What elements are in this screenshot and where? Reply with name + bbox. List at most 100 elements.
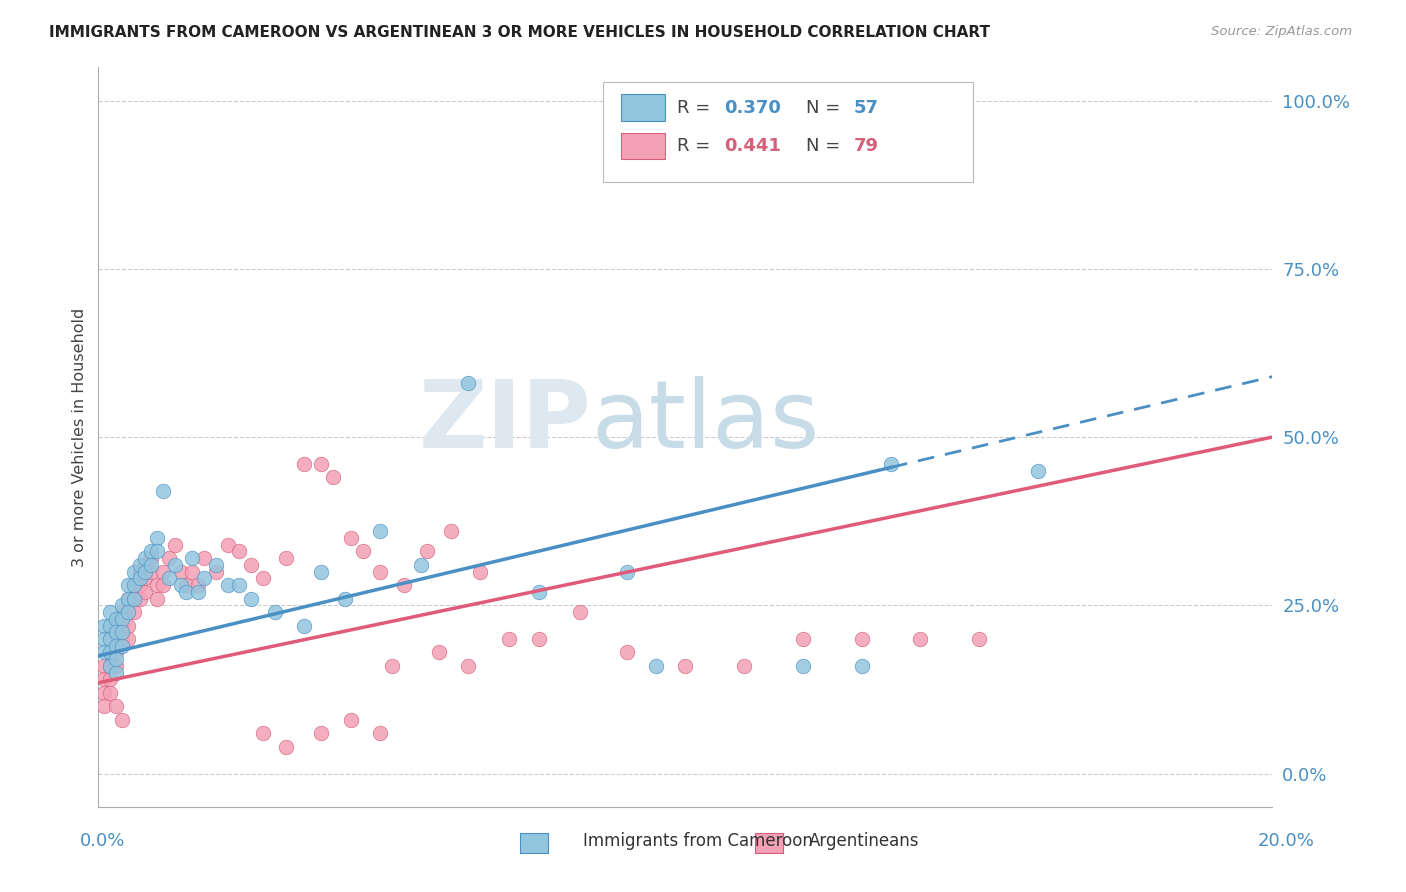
Point: [851, 632, 873, 646]
Text: N =: N =: [807, 99, 846, 117]
Point: [117, 591, 139, 606]
Point: [93, 699, 115, 714]
Point: [498, 632, 520, 646]
Point: [111, 612, 134, 626]
Point: [193, 551, 215, 566]
Text: IMMIGRANTS FROM CAMEROON VS ARGENTINEAN 3 OR MORE VEHICLES IN HOUSEHOLD CORRELAT: IMMIGRANTS FROM CAMEROON VS ARGENTINEAN …: [49, 25, 990, 40]
Point: [240, 558, 263, 572]
Point: [276, 551, 298, 566]
Point: [105, 652, 128, 666]
Point: [1026, 464, 1049, 478]
Point: [851, 659, 873, 673]
Point: [98, 659, 121, 673]
Point: [792, 632, 814, 646]
Point: [117, 578, 139, 592]
Point: [181, 565, 204, 579]
Point: [792, 161, 814, 175]
Text: R =: R =: [678, 137, 716, 155]
Point: [169, 565, 191, 579]
Point: [187, 585, 209, 599]
Point: [176, 578, 198, 592]
Text: ZIP: ZIP: [419, 376, 592, 468]
Point: [411, 558, 433, 572]
Text: R =: R =: [678, 99, 716, 117]
Point: [117, 591, 139, 606]
Point: [228, 544, 250, 558]
Point: [93, 618, 115, 632]
Point: [967, 632, 990, 646]
Text: atlas: atlas: [592, 376, 820, 468]
Point: [910, 632, 932, 646]
Point: [527, 585, 550, 599]
Point: [111, 713, 134, 727]
FancyBboxPatch shape: [621, 95, 665, 121]
Point: [381, 659, 404, 673]
Point: [122, 591, 145, 606]
Point: [457, 376, 479, 391]
Point: [263, 605, 285, 619]
Text: Argentineans: Argentineans: [808, 832, 920, 850]
Point: [240, 591, 263, 606]
Text: Source: ZipAtlas.com: Source: ZipAtlas.com: [1212, 25, 1353, 38]
Point: [122, 605, 145, 619]
Point: [368, 726, 391, 740]
Point: [252, 726, 274, 740]
Point: [105, 618, 128, 632]
Point: [105, 612, 128, 626]
Point: [98, 618, 121, 632]
Point: [111, 618, 134, 632]
Point: [93, 686, 115, 700]
Point: [111, 639, 134, 653]
Point: [98, 659, 121, 673]
Point: [141, 565, 163, 579]
Point: [311, 457, 333, 471]
FancyBboxPatch shape: [621, 133, 665, 160]
Point: [152, 483, 174, 498]
Point: [252, 571, 274, 585]
Point: [205, 558, 228, 572]
Point: [98, 673, 121, 687]
Point: [340, 531, 363, 545]
Point: [134, 551, 156, 566]
FancyBboxPatch shape: [603, 82, 973, 182]
Text: 0.370: 0.370: [724, 99, 782, 117]
Point: [98, 645, 121, 659]
Point: [340, 713, 363, 727]
Point: [181, 551, 204, 566]
Point: [93, 632, 115, 646]
Point: [157, 571, 180, 585]
Text: N =: N =: [807, 137, 846, 155]
Point: [675, 659, 697, 673]
Point: [105, 625, 128, 640]
Point: [157, 551, 180, 566]
Point: [93, 645, 115, 659]
Point: [111, 599, 134, 613]
Point: [416, 544, 439, 558]
Point: [128, 565, 150, 579]
Point: [146, 531, 169, 545]
Point: [616, 565, 638, 579]
Point: [134, 585, 156, 599]
Point: [98, 632, 121, 646]
Point: [217, 538, 239, 552]
Point: [322, 470, 344, 484]
Point: [292, 457, 315, 471]
Point: [427, 645, 450, 659]
Point: [98, 632, 121, 646]
Point: [163, 538, 186, 552]
Point: [146, 591, 169, 606]
Point: [468, 565, 491, 579]
Point: [217, 578, 239, 592]
Point: [134, 571, 156, 585]
Point: [93, 673, 115, 687]
Point: [568, 605, 591, 619]
Point: [105, 645, 128, 659]
Point: [117, 605, 139, 619]
Point: [439, 524, 461, 539]
Point: [111, 632, 134, 646]
Point: [122, 578, 145, 592]
Point: [141, 558, 163, 572]
Point: [616, 645, 638, 659]
Point: [122, 591, 145, 606]
Point: [193, 571, 215, 585]
